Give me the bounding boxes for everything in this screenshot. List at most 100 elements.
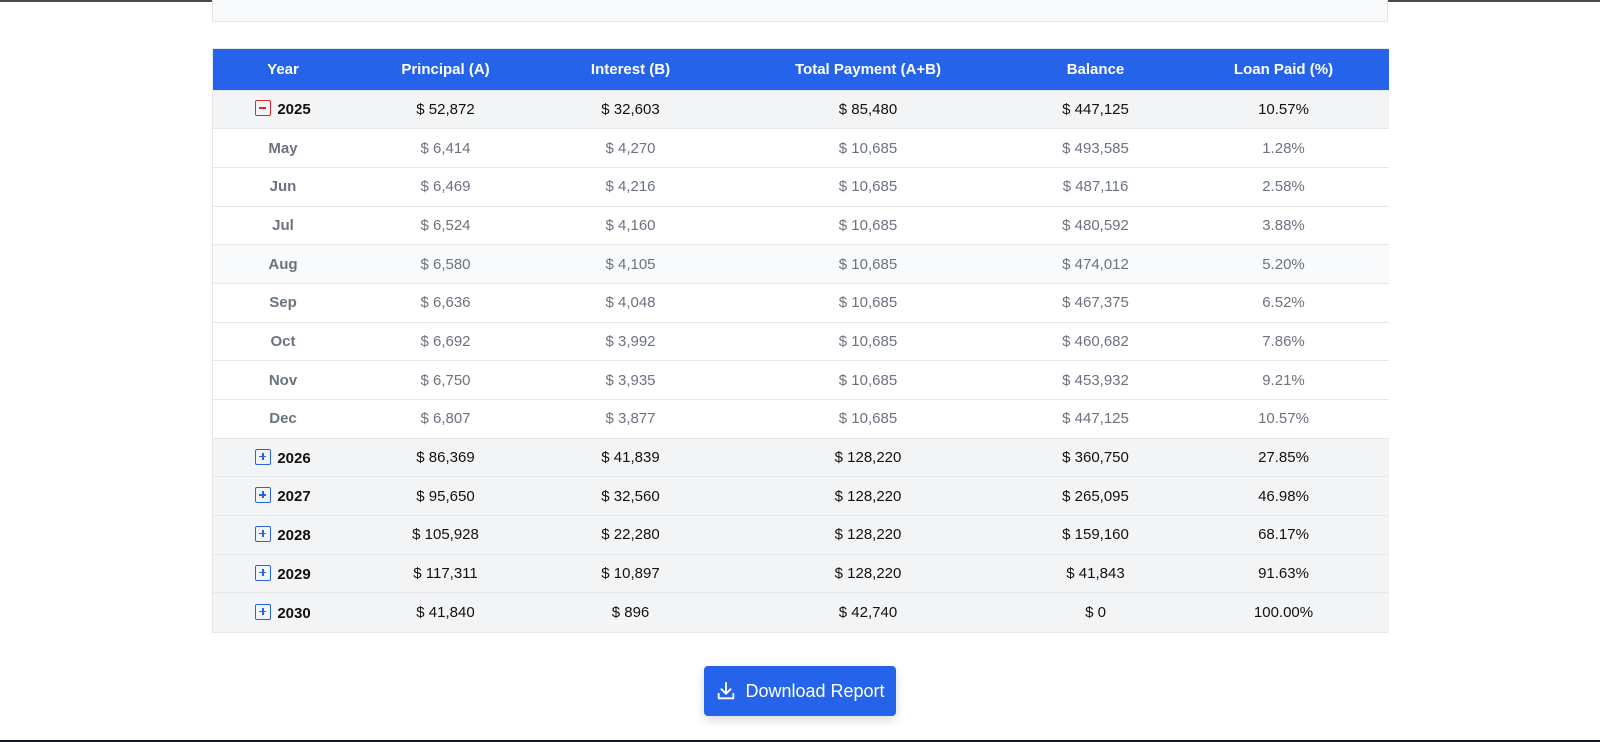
balance-cell: $ 460,682 [1013,321,1178,361]
year-row-2025[interactable]: 2025 $ 52,872 $ 32,603 $ 85,480 $ 447,12… [213,89,1389,129]
interest-cell: $ 4,160 [538,205,723,245]
month-row-nov: Nov $ 6,750 $ 3,935 $ 10,685 $ 453,932 9… [213,360,1389,400]
principal-cell: $ 105,928 [353,515,538,555]
month-label: Oct [213,321,353,361]
year-row-2029[interactable]: 2029 $ 117,311 $ 10,897 $ 128,220 $ 41,8… [213,553,1389,593]
interest-cell: $ 4,270 [538,128,723,168]
year-label: 2026 [277,449,311,467]
balance-cell: $ 447,125 [1013,89,1178,129]
balance-cell: $ 453,932 [1013,360,1178,400]
loan-paid-cell: 10.57% [1178,399,1389,439]
expand-icon[interactable] [255,603,272,620]
month-row-aug: Aug $ 6,580 $ 4,105 $ 10,685 $ 474,012 5… [213,244,1389,284]
amortization-table-container: Year Principal (A) Interest (B) Total Pa… [212,48,1389,633]
balance-cell: $ 487,116 [1013,166,1178,207]
loan-paid-cell: 68.17% [1178,515,1389,555]
loan-paid-cell: 7.86% [1178,321,1389,361]
principal-cell: $ 95,650 [353,476,538,516]
loan-paid-cell: 6.52% [1178,282,1389,323]
header-year: Year [267,60,299,78]
balance-cell: $ 447,125 [1013,399,1178,439]
balance-cell: $ 360,750 [1013,437,1178,477]
year-cell[interactable]: 2030 [213,592,353,632]
balance-cell: $ 493,585 [1013,128,1178,168]
total-payment-cell: $ 10,685 [723,128,1013,168]
expand-icon[interactable] [255,448,272,465]
year-label: 2028 [277,526,311,544]
month-row-jun: Jun $ 6,469 $ 4,216 $ 10,685 $ 487,116 2… [213,166,1389,207]
year-cell[interactable]: 2028 [213,515,353,555]
header-interest: Interest (B) [590,60,671,78]
expand-icon[interactable] [255,487,272,504]
interest-cell: $ 4,048 [538,282,723,323]
total-payment-cell: $ 10,685 [723,205,1013,245]
interest-cell: $ 3,935 [538,360,723,400]
month-label: Jun [213,166,353,207]
collapse-icon[interactable] [255,100,272,117]
year-row-2030[interactable]: 2030 $ 41,840 $ 896 $ 42,740 $ 0 100.00% [213,592,1389,632]
total-payment-cell: $ 128,220 [723,476,1013,516]
interest-cell: $ 896 [538,592,723,632]
loan-paid-cell: 91.63% [1178,553,1389,593]
interest-cell: $ 32,603 [538,89,723,129]
table-header-row: Year Principal (A) Interest (B) Total Pa… [213,49,1389,90]
loan-paid-cell: 27.85% [1178,437,1389,477]
year-cell[interactable]: 2029 [213,553,353,593]
interest-cell: $ 22,280 [538,515,723,555]
balance-cell: $ 0 [1013,592,1178,632]
month-label: Jul [213,205,353,245]
balance-cell: $ 480,592 [1013,205,1178,245]
principal-cell: $ 6,414 [353,128,538,168]
download-icon [718,681,735,700]
total-payment-cell: $ 128,220 [723,553,1013,593]
amortization-table: Year Principal (A) Interest (B) Total Pa… [213,49,1389,632]
total-payment-cell: $ 128,220 [723,515,1013,555]
header-principal: Principal (A) [401,60,490,78]
principal-cell: $ 6,469 [353,166,538,207]
download-report-label: Download Report [745,680,885,701]
interest-cell: $ 4,216 [538,166,723,207]
month-label: Aug [213,244,353,284]
balance-cell: $ 41,843 [1013,553,1178,593]
month-row-may: May $ 6,414 $ 4,270 $ 10,685 $ 493,585 1… [213,128,1389,168]
year-cell[interactable]: 2026 [213,437,353,477]
year-cell[interactable]: 2025 [213,89,353,129]
month-row-dec: Dec $ 6,807 $ 3,877 $ 10,685 $ 447,125 1… [213,399,1389,439]
year-row-2027[interactable]: 2027 $ 95,650 $ 32,560 $ 128,220 $ 265,0… [213,476,1389,516]
month-row-jul: Jul $ 6,524 $ 4,160 $ 10,685 $ 480,592 3… [213,205,1389,245]
interest-cell: $ 4,105 [538,244,723,284]
total-payment-cell: $ 10,685 [723,166,1013,207]
header-loan-paid: Loan Paid (%) [1233,60,1334,78]
principal-cell: $ 6,580 [353,244,538,284]
principal-cell: $ 6,750 [353,360,538,400]
header-balance: Balance [1066,60,1125,78]
interest-cell: $ 10,897 [538,553,723,593]
month-row-oct: Oct $ 6,692 $ 3,992 $ 10,685 $ 460,682 7… [213,321,1389,361]
previous-section-panel [212,0,1388,22]
month-row-sep: Sep $ 6,636 $ 4,048 $ 10,685 $ 467,375 6… [213,282,1389,323]
total-payment-cell: $ 10,685 [723,399,1013,439]
interest-cell: $ 3,992 [538,321,723,361]
loan-paid-cell: 46.98% [1178,476,1389,516]
year-label: 2025 [277,101,311,119]
year-row-2026[interactable]: 2026 $ 86,369 $ 41,839 $ 128,220 $ 360,7… [213,437,1389,477]
loan-paid-cell: 10.57% [1178,89,1389,129]
year-label: 2027 [277,488,311,506]
total-payment-cell: $ 128,220 [723,437,1013,477]
total-payment-cell: $ 10,685 [723,360,1013,400]
interest-cell: $ 32,560 [538,476,723,516]
loan-paid-cell: 3.88% [1178,205,1389,245]
expand-icon[interactable] [255,525,272,542]
year-row-2028[interactable]: 2028 $ 105,928 $ 22,280 $ 128,220 $ 159,… [213,515,1389,555]
loan-paid-cell: 9.21% [1178,360,1389,400]
balance-cell: $ 265,095 [1013,476,1178,516]
total-payment-cell: $ 10,685 [723,321,1013,361]
month-label: Sep [213,282,353,323]
balance-cell: $ 467,375 [1013,282,1178,323]
month-label: Dec [213,399,353,439]
year-label: 2029 [277,565,311,583]
year-cell[interactable]: 2027 [213,476,353,516]
download-report-button[interactable]: Download Report [704,666,896,716]
expand-icon[interactable] [255,564,272,581]
principal-cell: $ 6,524 [353,205,538,245]
